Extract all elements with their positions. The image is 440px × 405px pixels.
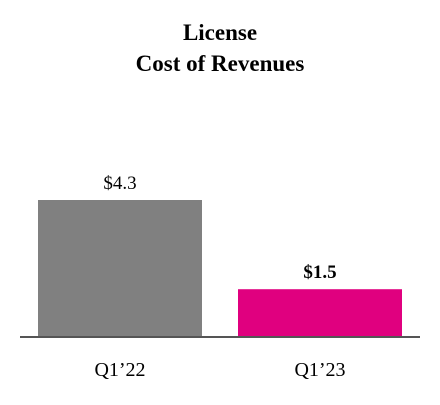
x-tick-label: Q1’23	[294, 359, 345, 381]
bar	[38, 200, 202, 337]
x-tick-label: Q1’22	[94, 359, 145, 381]
value-label: $4.3	[103, 173, 136, 194]
chart-subtitle: Cost of Revenues	[136, 51, 305, 76]
chart-title: License	[183, 20, 257, 45]
value-label: $1.5	[303, 262, 336, 283]
bar	[238, 289, 402, 337]
